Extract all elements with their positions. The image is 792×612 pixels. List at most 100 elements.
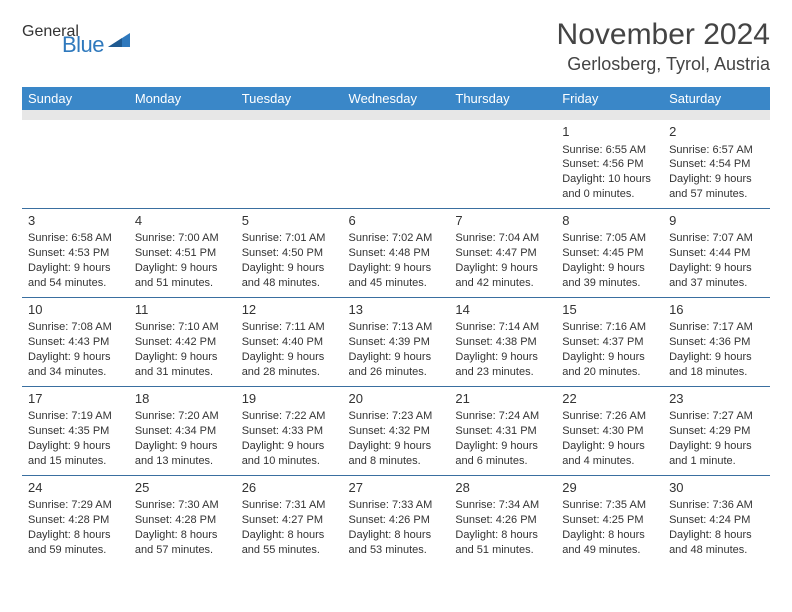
day-cell: 27Sunrise: 7:33 AMSunset: 4:26 PMDayligh… (343, 475, 450, 563)
day-cell: 17Sunrise: 7:19 AMSunset: 4:35 PMDayligh… (22, 386, 129, 475)
day-d1: Daylight: 9 hours (28, 439, 123, 454)
day-number: 15 (562, 301, 657, 319)
day-sr: Sunrise: 6:58 AM (28, 231, 123, 246)
day-d2: and 53 minutes. (349, 543, 444, 558)
day-cell: 7Sunrise: 7:04 AMSunset: 4:47 PMDaylight… (449, 208, 556, 297)
day-cell: 23Sunrise: 7:27 AMSunset: 4:29 PMDayligh… (663, 386, 770, 475)
weekday-header: Tuesday (236, 87, 343, 110)
day-number: 10 (28, 301, 123, 319)
day-number: 28 (455, 479, 550, 497)
day-d2: and 23 minutes. (455, 365, 550, 380)
day-sr: Sunrise: 7:07 AM (669, 231, 764, 246)
day-cell: 2Sunrise: 6:57 AMSunset: 4:54 PMDaylight… (663, 120, 770, 208)
day-d1: Daylight: 9 hours (562, 350, 657, 365)
weekday-header: Thursday (449, 87, 556, 110)
day-ss: Sunset: 4:44 PM (669, 246, 764, 261)
day-sr: Sunrise: 7:29 AM (28, 498, 123, 513)
day-ss: Sunset: 4:40 PM (242, 335, 337, 350)
day-d2: and 51 minutes. (135, 276, 230, 291)
day-ss: Sunset: 4:27 PM (242, 513, 337, 528)
day-number: 11 (135, 301, 230, 319)
day-number: 14 (455, 301, 550, 319)
day-sr: Sunrise: 7:22 AM (242, 409, 337, 424)
day-cell: 1Sunrise: 6:55 AMSunset: 4:56 PMDaylight… (556, 120, 663, 208)
day-d1: Daylight: 9 hours (135, 350, 230, 365)
day-ss: Sunset: 4:31 PM (455, 424, 550, 439)
day-cell: 14Sunrise: 7:14 AMSunset: 4:38 PMDayligh… (449, 297, 556, 386)
day-number: 30 (669, 479, 764, 497)
day-sr: Sunrise: 7:20 AM (135, 409, 230, 424)
day-ss: Sunset: 4:45 PM (562, 246, 657, 261)
day-ss: Sunset: 4:42 PM (135, 335, 230, 350)
day-number: 18 (135, 390, 230, 408)
day-cell: 24Sunrise: 7:29 AMSunset: 4:28 PMDayligh… (22, 475, 129, 563)
day-d1: Daylight: 9 hours (349, 439, 444, 454)
day-d2: and 45 minutes. (349, 276, 444, 291)
day-sr: Sunrise: 7:04 AM (455, 231, 550, 246)
day-sr: Sunrise: 7:34 AM (455, 498, 550, 513)
day-cell: 21Sunrise: 7:24 AMSunset: 4:31 PMDayligh… (449, 386, 556, 475)
day-ss: Sunset: 4:50 PM (242, 246, 337, 261)
day-cell: 28Sunrise: 7:34 AMSunset: 4:26 PMDayligh… (449, 475, 556, 563)
day-d1: Daylight: 9 hours (669, 172, 764, 187)
day-number: 12 (242, 301, 337, 319)
day-cell: 3Sunrise: 6:58 AMSunset: 4:53 PMDaylight… (22, 208, 129, 297)
title-block: November 2024 Gerlosberg, Tyrol, Austria (557, 18, 770, 83)
empty-cell (236, 120, 343, 208)
day-sr: Sunrise: 7:14 AM (455, 320, 550, 335)
day-sr: Sunrise: 7:23 AM (349, 409, 444, 424)
day-d1: Daylight: 9 hours (562, 439, 657, 454)
day-d1: Daylight: 9 hours (242, 261, 337, 276)
day-cell: 10Sunrise: 7:08 AMSunset: 4:43 PMDayligh… (22, 297, 129, 386)
day-cell: 18Sunrise: 7:20 AMSunset: 4:34 PMDayligh… (129, 386, 236, 475)
day-number: 8 (562, 212, 657, 230)
day-ss: Sunset: 4:29 PM (669, 424, 764, 439)
day-ss: Sunset: 4:25 PM (562, 513, 657, 528)
day-number: 21 (455, 390, 550, 408)
day-d1: Daylight: 9 hours (669, 350, 764, 365)
day-ss: Sunset: 4:28 PM (135, 513, 230, 528)
day-d1: Daylight: 9 hours (669, 261, 764, 276)
header: General Blue November 2024 Gerlosberg, T… (22, 18, 770, 83)
day-cell: 25Sunrise: 7:30 AMSunset: 4:28 PMDayligh… (129, 475, 236, 563)
day-d2: and 26 minutes. (349, 365, 444, 380)
day-d2: and 37 minutes. (669, 276, 764, 291)
day-number: 6 (349, 212, 444, 230)
day-ss: Sunset: 4:34 PM (135, 424, 230, 439)
day-sr: Sunrise: 7:00 AM (135, 231, 230, 246)
day-number: 29 (562, 479, 657, 497)
weekday-header: Friday (556, 87, 663, 110)
brand-logo: General Blue (22, 18, 130, 56)
day-d2: and 54 minutes. (28, 276, 123, 291)
weekday-header: Sunday (22, 87, 129, 110)
day-sr: Sunrise: 7:19 AM (28, 409, 123, 424)
day-cell: 4Sunrise: 7:00 AMSunset: 4:51 PMDaylight… (129, 208, 236, 297)
day-d1: Daylight: 8 hours (135, 528, 230, 543)
day-cell: 26Sunrise: 7:31 AMSunset: 4:27 PMDayligh… (236, 475, 343, 563)
day-ss: Sunset: 4:37 PM (562, 335, 657, 350)
day-d1: Daylight: 9 hours (562, 261, 657, 276)
day-d2: and 8 minutes. (349, 454, 444, 469)
day-sr: Sunrise: 7:35 AM (562, 498, 657, 513)
day-sr: Sunrise: 7:24 AM (455, 409, 550, 424)
day-ss: Sunset: 4:28 PM (28, 513, 123, 528)
day-number: 24 (28, 479, 123, 497)
day-d1: Daylight: 9 hours (135, 439, 230, 454)
calendar-body: 1Sunrise: 6:55 AMSunset: 4:56 PMDaylight… (22, 110, 770, 564)
day-d1: Daylight: 10 hours (562, 172, 657, 187)
day-d1: Daylight: 9 hours (455, 261, 550, 276)
day-cell: 5Sunrise: 7:01 AMSunset: 4:50 PMDaylight… (236, 208, 343, 297)
day-ss: Sunset: 4:53 PM (28, 246, 123, 261)
day-number: 4 (135, 212, 230, 230)
day-d2: and 48 minutes. (242, 276, 337, 291)
day-d2: and 4 minutes. (562, 454, 657, 469)
day-number: 25 (135, 479, 230, 497)
empty-cell (22, 120, 129, 208)
day-ss: Sunset: 4:30 PM (562, 424, 657, 439)
day-number: 19 (242, 390, 337, 408)
day-cell: 30Sunrise: 7:36 AMSunset: 4:24 PMDayligh… (663, 475, 770, 563)
day-d1: Daylight: 9 hours (242, 439, 337, 454)
day-d2: and 42 minutes. (455, 276, 550, 291)
day-ss: Sunset: 4:35 PM (28, 424, 123, 439)
day-d2: and 10 minutes. (242, 454, 337, 469)
